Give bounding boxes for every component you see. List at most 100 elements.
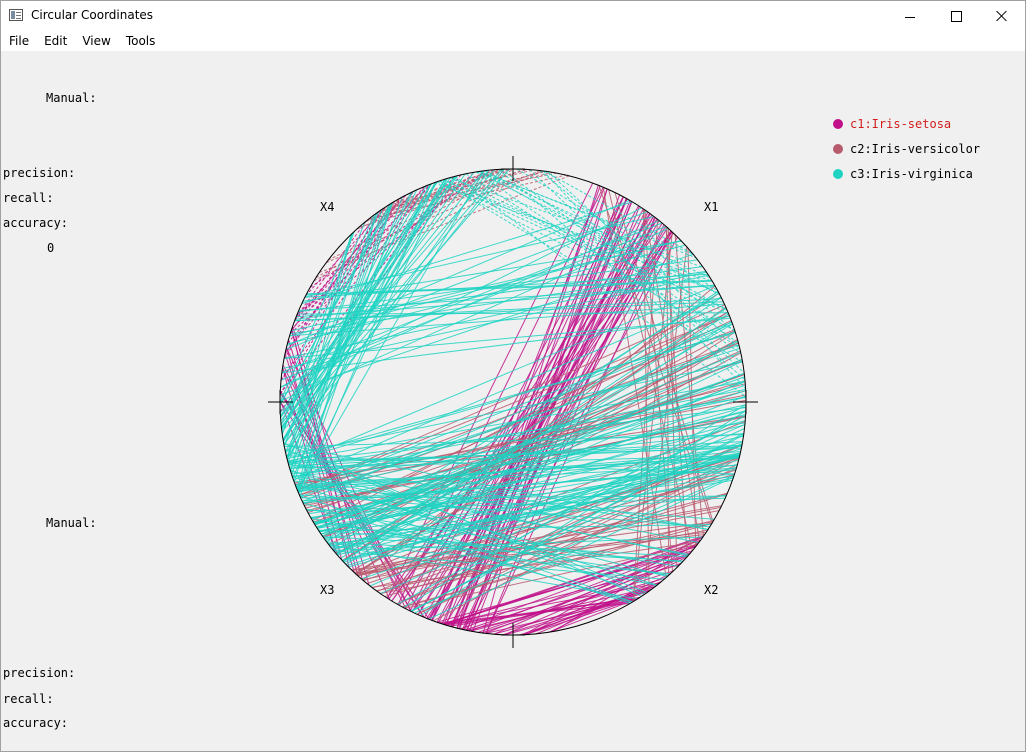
top-recall-label: recall:	[3, 191, 54, 205]
data-line	[297, 170, 485, 492]
data-line	[547, 171, 741, 349]
data-line	[287, 461, 709, 530]
title-bar: Circular Coordinates	[1, 1, 1025, 31]
close-button[interactable]	[979, 1, 1025, 31]
axis-label-x2: X2	[704, 583, 718, 597]
bottom-recall-label: recall:	[3, 692, 54, 706]
data-line	[302, 502, 633, 603]
axis-label-x3: X3	[320, 583, 334, 597]
data-line	[341, 448, 742, 561]
legend-item-setosa: c1:Iris-setosa	[833, 117, 951, 131]
legend-dot-setosa	[833, 119, 843, 129]
data-line	[322, 536, 688, 558]
minimize-button[interactable]	[887, 1, 933, 31]
data-line	[466, 586, 655, 631]
data-line	[504, 554, 690, 636]
data-line	[299, 495, 631, 604]
data-line	[316, 406, 747, 528]
data-line	[369, 423, 746, 587]
data-line	[598, 185, 713, 524]
data-line	[297, 312, 729, 315]
data-line	[306, 279, 712, 295]
data-line	[286, 361, 743, 456]
data-line	[484, 170, 720, 295]
menu-tools[interactable]: Tools	[125, 34, 156, 48]
data-line	[443, 179, 727, 310]
data-line	[396, 464, 738, 605]
data-line	[479, 170, 711, 279]
data-line	[290, 240, 682, 332]
data-line	[299, 344, 740, 498]
data-line	[465, 173, 740, 349]
data-line	[291, 185, 428, 330]
data-line	[294, 190, 415, 322]
data-line	[288, 463, 699, 543]
maximize-button[interactable]	[933, 1, 979, 31]
circular-coordinates-plot: X1 X2 X3 X4	[268, 156, 758, 648]
data-line	[292, 388, 746, 478]
menu-file[interactable]: File	[9, 34, 30, 48]
data-line	[316, 457, 740, 528]
data-line	[281, 315, 730, 374]
app-icon	[9, 9, 23, 21]
data-line	[468, 201, 632, 632]
data-line	[342, 307, 727, 562]
data-line	[443, 535, 704, 625]
data-line	[410, 434, 744, 612]
maximize-icon	[950, 10, 962, 22]
data-line	[465, 555, 689, 631]
legend-dot-virginica	[833, 169, 843, 179]
data-line	[342, 466, 737, 561]
data-line	[286, 234, 352, 459]
data-line	[293, 296, 722, 481]
data-line	[504, 597, 640, 636]
data-line	[542, 170, 746, 389]
data-line	[342, 459, 739, 562]
data-line	[380, 469, 737, 594]
data-line	[313, 170, 543, 282]
axis-label-x1: X1	[704, 200, 718, 214]
data-line	[302, 323, 733, 503]
data-line	[544, 170, 693, 255]
legend-label-setosa: c1:Iris-setosa	[850, 117, 952, 131]
data-line	[280, 170, 485, 425]
data-line	[286, 199, 630, 347]
data-line	[279, 232, 354, 403]
data-line	[384, 493, 728, 597]
top-accuracy-label: accuracy:	[3, 216, 69, 230]
data-line	[288, 407, 746, 464]
data-line	[288, 285, 716, 466]
data-line	[279, 228, 669, 402]
data-line	[439, 180, 729, 315]
data-line	[397, 415, 746, 605]
data-line	[445, 564, 680, 626]
data-line	[304, 273, 708, 298]
data-line	[306, 280, 713, 296]
data-line	[296, 464, 738, 488]
data-line	[280, 184, 430, 381]
data-line	[480, 170, 697, 259]
menu-edit[interactable]: Edit	[44, 34, 68, 48]
data-line	[314, 452, 741, 524]
data-line	[311, 410, 746, 520]
data-line	[298, 284, 715, 311]
data-line	[315, 168, 515, 278]
menu-view[interactable]: View	[82, 34, 111, 48]
close-icon	[996, 10, 1008, 22]
data-line	[414, 474, 735, 614]
data-line	[479, 171, 693, 255]
data-line	[291, 202, 393, 475]
data-line	[477, 562, 682, 633]
data-line	[290, 270, 707, 335]
data-line	[284, 317, 731, 359]
data-line	[299, 494, 710, 528]
top-accuracy-value: 0	[47, 241, 55, 255]
data-line	[336, 323, 733, 555]
data-line	[357, 506, 721, 577]
data-line	[283, 211, 380, 446]
minimize-icon	[905, 16, 915, 18]
data-line	[485, 597, 640, 634]
data-line	[297, 456, 740, 492]
data-line	[380, 428, 745, 595]
